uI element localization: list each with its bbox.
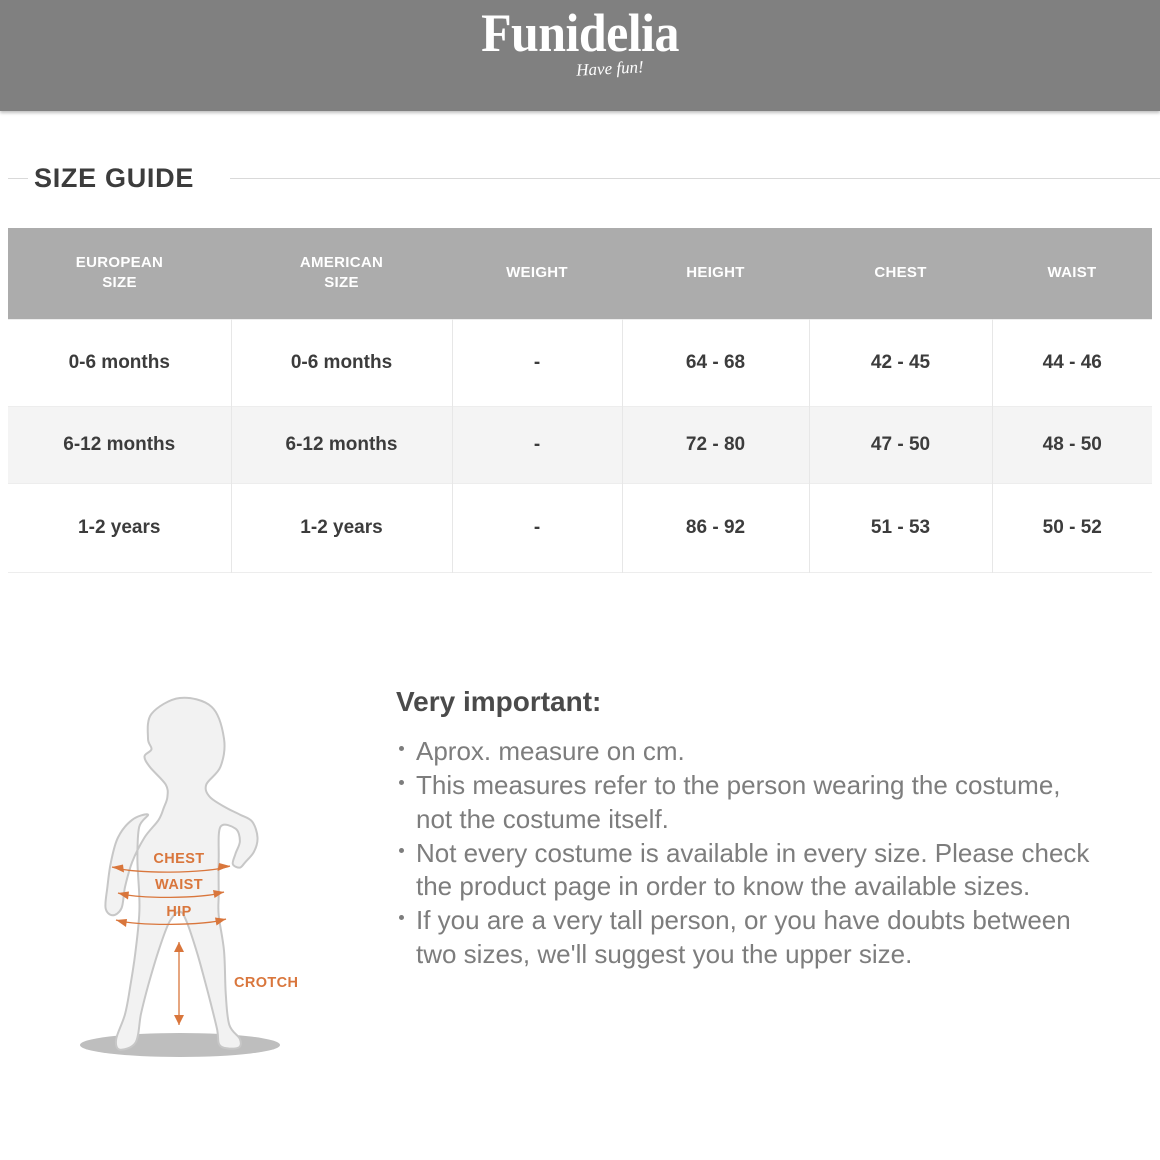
svg-text:HIP: HIP (166, 904, 191, 920)
svg-text:WAIST: WAIST (155, 877, 203, 893)
svg-text:CROTCH: CROTCH (234, 975, 298, 991)
svg-text:CHEST: CHEST (153, 851, 204, 867)
